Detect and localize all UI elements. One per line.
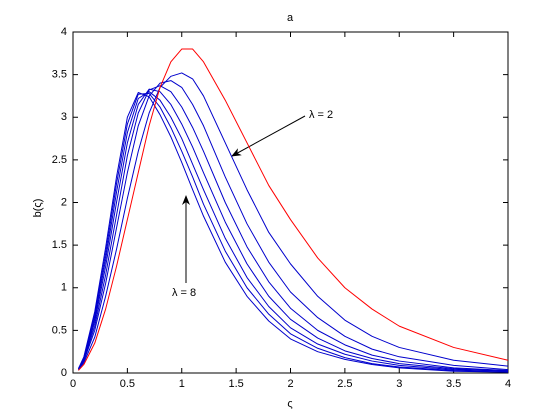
y-tick-label: 3 <box>61 111 67 123</box>
y-tick-label: 3.5 <box>52 69 67 81</box>
arrow <box>231 115 306 157</box>
chart-title: a <box>287 12 294 24</box>
x-tick-label: 0.5 <box>120 378 135 390</box>
annotation: λ = 2 <box>309 109 333 121</box>
line-series <box>77 92 509 373</box>
line-series <box>78 85 509 371</box>
x-tick-label: 1 <box>179 378 185 390</box>
line-series <box>77 91 509 372</box>
x-tick-label: 2 <box>287 378 293 390</box>
x-tick-label: 2.5 <box>337 378 352 390</box>
x-tick-label: 1.5 <box>228 378 243 390</box>
y-tick-label: 0.5 <box>52 324 67 336</box>
y-tick-label: 4 <box>61 26 67 38</box>
y-tick-label: 0 <box>61 367 67 379</box>
annotation: λ = 8 <box>172 287 196 299</box>
x-tick-label: 3.5 <box>446 378 461 390</box>
line-series <box>77 92 509 373</box>
y-tick-label: 2.5 <box>52 154 67 166</box>
plot-area <box>72 31 509 374</box>
x-tick-label: 3 <box>396 378 402 390</box>
y-tick-label: 1.5 <box>52 239 67 251</box>
line-series <box>78 80 509 371</box>
line-series <box>78 48 509 371</box>
x-tick-label: 0 <box>70 378 76 390</box>
x-tick-label: 4 <box>505 378 511 390</box>
line-series <box>78 72 509 370</box>
y-tick-label: 2 <box>61 196 67 208</box>
x-axis-label: ς <box>287 398 292 410</box>
y-axis-label: b(ς) <box>32 199 44 218</box>
y-tick-label: 1 <box>61 282 67 294</box>
line-series <box>78 88 509 372</box>
